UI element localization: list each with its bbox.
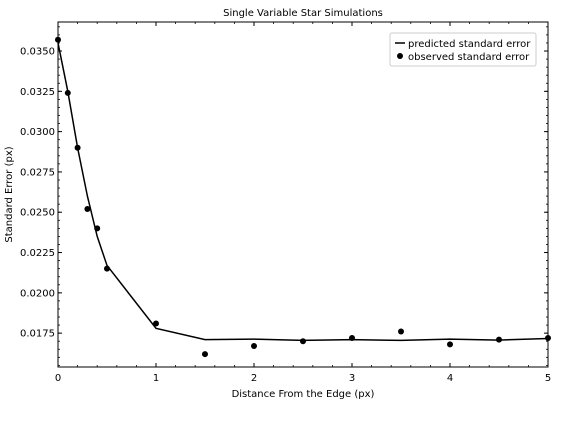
legend: predicted standard error observed standa… bbox=[389, 32, 537, 67]
y-tick-label: 0.0275 bbox=[20, 167, 55, 178]
y-tick-label: 0.0350 bbox=[20, 47, 55, 58]
predicted-standard-error-line bbox=[57, 42, 549, 342]
x-axis-label: Distance From the Edge (px) bbox=[232, 389, 375, 400]
y-axis-label: Standard Error (px) bbox=[4, 146, 15, 242]
y-tick-label: 0.0175 bbox=[20, 329, 55, 340]
chart-title: Single Variable Star Simulations bbox=[223, 8, 383, 19]
x-tick-label: 3 bbox=[349, 373, 355, 384]
observed-standard-error-point bbox=[300, 338, 306, 345]
observed-standard-error-point bbox=[349, 334, 355, 341]
x-tick-label: 0 bbox=[55, 373, 61, 384]
observed-standard-error-point bbox=[153, 320, 159, 327]
plot-area bbox=[55, 36, 551, 358]
y-axis-ticks: 0.0175 0.0200 0.0225 0.0250 0.0275 0.0300 0.03… bbox=[20, 26, 548, 366]
legend-entry-observed: observed standard error bbox=[408, 52, 530, 63]
observed-standard-error-point bbox=[447, 341, 453, 348]
y-tick-label: 0.0300 bbox=[20, 127, 55, 138]
observed-standard-error-point bbox=[496, 336, 502, 343]
legend-marker-swatch bbox=[397, 53, 403, 59]
observed-standard-error-point bbox=[74, 144, 81, 151]
x-tick-label: 4 bbox=[447, 373, 453, 384]
observed-standard-error-point bbox=[398, 328, 404, 335]
y-tick-label: 0.0325 bbox=[20, 87, 55, 98]
x-tick-label: 5 bbox=[545, 373, 551, 384]
y-tick-label: 0.0200 bbox=[20, 288, 55, 299]
observed-standard-error-point bbox=[64, 89, 71, 96]
x-tick-label: 2 bbox=[251, 373, 257, 384]
x-tick-label: 1 bbox=[153, 373, 159, 384]
observed-standard-error-point bbox=[94, 225, 101, 232]
y-tick-label: 0.0225 bbox=[20, 248, 55, 259]
y-tick-label: 0.0250 bbox=[20, 208, 55, 219]
observed-standard-error-point bbox=[104, 265, 110, 272]
observed-standard-error-point bbox=[251, 343, 257, 350]
legend-entry-predicted: predicted standard error bbox=[408, 39, 531, 50]
legend-box bbox=[389, 32, 537, 67]
x-axis-ticks: 0 1 2 3 4 5 bbox=[55, 22, 551, 384]
observed-standard-error-point bbox=[84, 206, 91, 213]
plot-frame bbox=[57, 21, 549, 368]
observed-standard-error-point bbox=[202, 351, 208, 358]
